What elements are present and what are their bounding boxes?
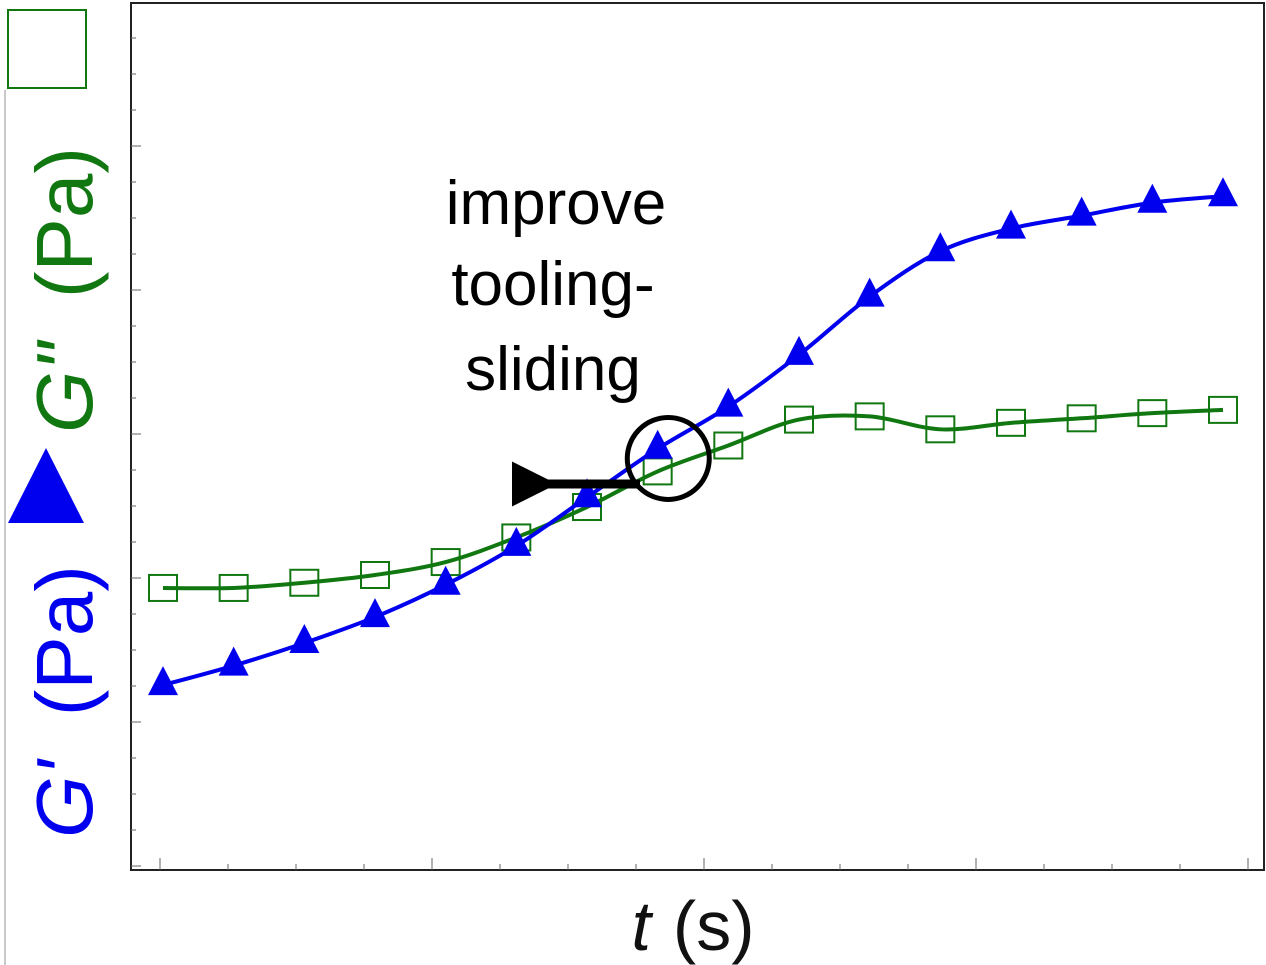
gdoubleprime-line bbox=[162, 407, 1224, 591]
gprime-point bbox=[996, 209, 1026, 239]
plot-frame bbox=[130, 2, 1265, 871]
series-gdoubleprime bbox=[148, 395, 1238, 602]
gprime-point bbox=[148, 666, 178, 696]
annotation-line-2: tooling- bbox=[451, 250, 654, 319]
gprime-point bbox=[784, 335, 814, 365]
gprime-point bbox=[218, 646, 249, 676]
y-axis-ticks bbox=[131, 37, 141, 867]
annotation-line-1: improve bbox=[446, 169, 667, 238]
x-axis-ticks bbox=[159, 858, 1249, 870]
y-label-gdoubleprime: G" bbox=[20, 339, 109, 433]
triangle-legend-icon bbox=[8, 448, 84, 523]
gdoubleprime-point bbox=[925, 415, 956, 444]
series-layer bbox=[148, 177, 1238, 696]
gdoubleprime-point bbox=[996, 408, 1026, 437]
gprime-point bbox=[854, 277, 885, 307]
gprime-point bbox=[925, 232, 956, 262]
gdoubleprime-point bbox=[854, 402, 885, 431]
svg-text:G" (Pa): G" (Pa) bbox=[20, 147, 109, 433]
gdoubleprime-point bbox=[360, 561, 390, 589]
y-axis-label: G' (Pa) G" (Pa) bbox=[7, 9, 109, 838]
annotation-line-3: sliding bbox=[465, 335, 641, 404]
y-label-gprime-unit: (Pa) bbox=[20, 565, 109, 716]
gprime-point bbox=[1066, 196, 1097, 226]
gdoubleprime-point bbox=[1208, 395, 1238, 424]
gprime-point bbox=[572, 478, 602, 508]
square-legend-icon bbox=[7, 9, 87, 89]
gprime-point bbox=[1208, 177, 1238, 207]
gdoubleprime-point bbox=[1066, 404, 1097, 433]
y-label-gdoubleprime-unit: (Pa) bbox=[20, 147, 109, 298]
gdoubleprime-point bbox=[713, 431, 744, 460]
gprime-line bbox=[162, 194, 1224, 688]
gprime-point bbox=[642, 429, 673, 459]
crossover-circle bbox=[624, 414, 712, 502]
gdoubleprime-point bbox=[148, 573, 178, 602]
gdoubleprime-point bbox=[218, 573, 249, 602]
gprime-point bbox=[289, 623, 320, 653]
annotation-group: improve tooling- sliding bbox=[446, 169, 712, 507]
y-label-gprime: G' bbox=[20, 758, 109, 838]
svg-text:G' (Pa): G' (Pa) bbox=[20, 565, 109, 838]
series-gprime bbox=[148, 177, 1238, 696]
gdoubleprime-point bbox=[289, 568, 320, 597]
gprime-point bbox=[501, 526, 532, 556]
x-axis-variable: t bbox=[631, 887, 653, 965]
gdoubleprime-point bbox=[1137, 399, 1168, 428]
gprime-point bbox=[713, 387, 744, 417]
gdoubleprime-point bbox=[784, 405, 814, 434]
gprime-point bbox=[1137, 183, 1168, 213]
gprime-point bbox=[360, 598, 390, 628]
gprime-point bbox=[430, 565, 461, 595]
x-axis-label: t (s) bbox=[631, 887, 754, 965]
